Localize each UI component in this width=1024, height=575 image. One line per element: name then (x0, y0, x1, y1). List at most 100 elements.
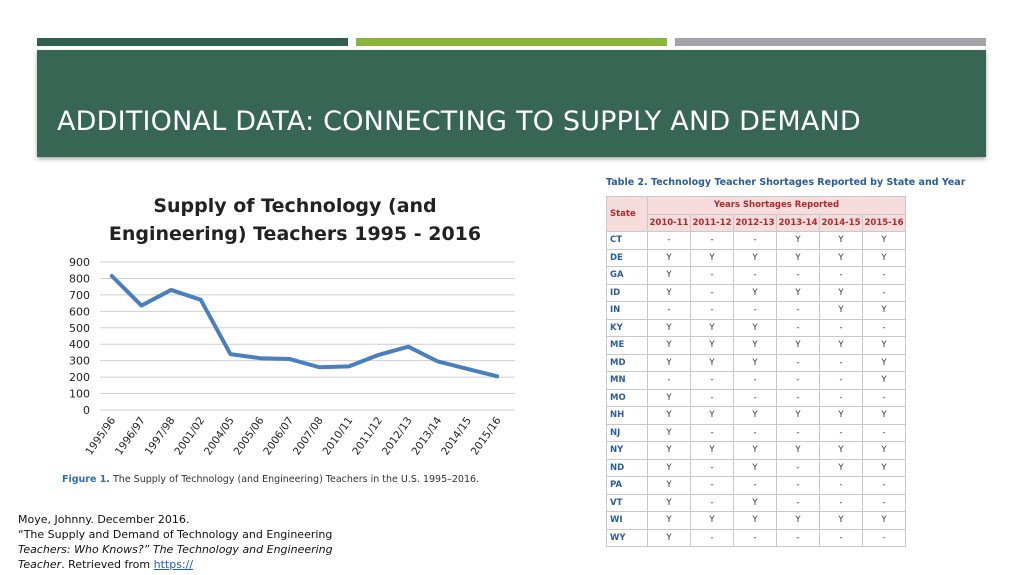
data-point (347, 364, 351, 368)
shortage-cell: - (690, 388, 734, 407)
state-cell: WY (606, 528, 648, 547)
year-header: 2011-12 (690, 213, 734, 232)
chart-title-line2: Engineering) Teachers 1995 - 2016 (108, 223, 482, 245)
shortage-cell: - (819, 266, 863, 285)
table-row: WI Y Y Y Y Y Y (606, 511, 906, 530)
shortage-cell: - (819, 493, 863, 512)
shortage-cell: - (690, 458, 734, 477)
data-point (466, 367, 470, 371)
shortage-cell: Y (776, 511, 820, 530)
state-cell: MO (606, 388, 648, 407)
table-row: GA Y - - - - - (606, 266, 906, 285)
table-row: MO Y - - - - - (606, 388, 906, 407)
data-point (258, 356, 262, 360)
shortage-cell: Y (647, 406, 691, 425)
shortage-cell: - (776, 388, 820, 407)
data-point (228, 352, 232, 356)
shortage-cell: - (776, 301, 820, 320)
shortage-cell: - (690, 266, 734, 285)
data-point (288, 357, 292, 361)
shortage-cell: - (733, 528, 777, 547)
shortage-cell: Y (819, 301, 863, 320)
shortage-cell: - (690, 493, 734, 512)
y-tick-label: 900 (69, 256, 90, 269)
shortage-table: State Years Shortages Reported 2010-11 20… (606, 196, 906, 547)
shortage-cell: Y (647, 528, 691, 547)
data-point (436, 359, 440, 363)
shortage-cell: - (647, 371, 691, 390)
y-tick-label: 500 (69, 322, 90, 335)
shortage-cell: Y (647, 493, 691, 512)
accent-bar-gray (675, 38, 986, 46)
shortage-cell: - (862, 283, 906, 302)
shortage-cell: Y (647, 248, 691, 267)
y-tick-label: 0 (83, 404, 90, 417)
table-row: MD Y Y Y - - Y (606, 353, 906, 372)
shortage-cell: Y (647, 388, 691, 407)
shortage-cell: Y (690, 248, 734, 267)
shortage-cell: Y (647, 423, 691, 442)
figure-caption-text: The Supply of Technology (and Engineerin… (109, 474, 480, 485)
shortage-cell: - (862, 266, 906, 285)
shortage-cell: Y (862, 511, 906, 530)
y-tick-label: 200 (69, 371, 90, 384)
citation-journal: Teacher (18, 558, 62, 571)
table-row: NY Y Y Y Y Y Y (606, 441, 906, 460)
state-header: State (606, 196, 648, 232)
state-cell: ND (606, 458, 648, 477)
shortage-cell: - (776, 371, 820, 390)
shortage-cell: Y (733, 318, 777, 337)
table-row: WY Y - - - - - (606, 528, 906, 547)
state-cell: VT (606, 493, 648, 512)
y-tick-label: 700 (69, 289, 90, 302)
chart-title: Supply of Technology (and Engineering) T… (60, 192, 530, 248)
shortage-cell: Y (776, 441, 820, 460)
year-header: 2015-16 (862, 213, 906, 232)
table-row: DE Y Y Y Y Y Y (606, 248, 906, 267)
citation-retrieved: . Retrieved from (61, 558, 154, 571)
line-chart: Supply of Technology (and Engineering) T… (60, 180, 530, 490)
title-banner: ADDITIONAL DATA: CONNECTING TO SUPPLY AN… (37, 50, 986, 157)
state-cell: GA (606, 266, 648, 285)
shortage-cell: - (690, 423, 734, 442)
citation-line2: “The Supply and Demand of Technology and… (18, 528, 333, 541)
figure-caption-label: Figure 1. (62, 474, 110, 485)
data-point (317, 365, 321, 369)
table-row: NJ Y - - - - - (606, 423, 906, 442)
shortage-cell: Y (862, 301, 906, 320)
shortage-cell: - (819, 353, 863, 372)
shortage-cell: - (733, 423, 777, 442)
accent-bar-light-green (356, 38, 667, 46)
state-cell: ME (606, 336, 648, 355)
shortage-cell: - (862, 528, 906, 547)
x-tick-label: 2015/16 (469, 415, 504, 458)
shortage-cell: Y (733, 511, 777, 530)
shortage-cell: - (690, 283, 734, 302)
citation-link[interactable]: https:// (153, 558, 194, 571)
shortage-cell: Y (819, 231, 863, 250)
shortage-cell: Y (690, 441, 734, 460)
shortage-cell: - (776, 528, 820, 547)
citation: Moye, Johnny. December 2016. “The Supply… (18, 512, 353, 572)
shortage-cell: - (733, 231, 777, 250)
shortage-cell: Y (776, 336, 820, 355)
y-tick-label: 400 (69, 338, 90, 351)
shortage-cell: - (733, 266, 777, 285)
shortage-cell: Y (733, 406, 777, 425)
data-point (139, 304, 143, 308)
shortage-cell: Y (862, 231, 906, 250)
shortage-cell: - (690, 371, 734, 390)
table-row: PA Y - - - - - (606, 476, 906, 495)
table-row: NH Y Y Y Y Y Y (606, 406, 906, 425)
shortage-cell: - (690, 528, 734, 547)
year-header-row: 2010-11 2011-12 2012-13 2013-14 2014-15 2015-… (607, 213, 906, 232)
series-line (109, 273, 500, 379)
shortage-cell: - (776, 476, 820, 495)
shortage-cell: Y (690, 406, 734, 425)
shortage-cell: Y (690, 511, 734, 530)
shortage-cell: Y (690, 336, 734, 355)
table-row: ND Y - Y - Y Y (606, 458, 906, 477)
shortage-cell: - (819, 423, 863, 442)
shortage-cell: Y (819, 406, 863, 425)
year-header: 2012-13 (733, 213, 777, 232)
